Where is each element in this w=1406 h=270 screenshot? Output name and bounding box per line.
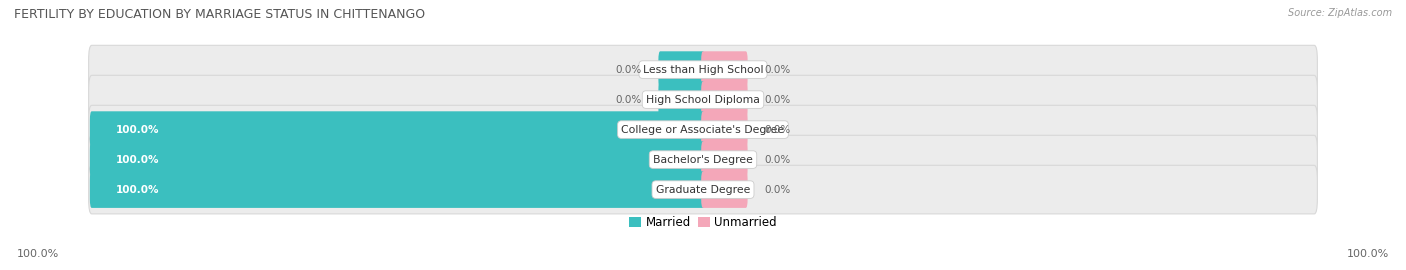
Text: 100.0%: 100.0%	[117, 185, 160, 195]
Text: 0.0%: 0.0%	[763, 124, 790, 135]
FancyBboxPatch shape	[90, 141, 704, 178]
FancyBboxPatch shape	[702, 141, 748, 178]
FancyBboxPatch shape	[90, 111, 704, 148]
FancyBboxPatch shape	[89, 105, 1317, 154]
FancyBboxPatch shape	[89, 165, 1317, 214]
Text: FERTILITY BY EDUCATION BY MARRIAGE STATUS IN CHITTENANGO: FERTILITY BY EDUCATION BY MARRIAGE STATU…	[14, 8, 425, 21]
Text: 0.0%: 0.0%	[763, 94, 790, 104]
Text: Graduate Degree: Graduate Degree	[655, 185, 751, 195]
FancyBboxPatch shape	[702, 111, 748, 148]
Text: 0.0%: 0.0%	[763, 65, 790, 75]
Text: 100.0%: 100.0%	[17, 249, 59, 259]
FancyBboxPatch shape	[89, 135, 1317, 184]
FancyBboxPatch shape	[658, 51, 704, 88]
Text: 0.0%: 0.0%	[616, 94, 643, 104]
Text: 100.0%: 100.0%	[117, 155, 160, 165]
FancyBboxPatch shape	[702, 51, 748, 88]
Text: Source: ZipAtlas.com: Source: ZipAtlas.com	[1288, 8, 1392, 18]
FancyBboxPatch shape	[90, 171, 704, 208]
FancyBboxPatch shape	[89, 45, 1317, 94]
Text: 100.0%: 100.0%	[117, 124, 160, 135]
Text: High School Diploma: High School Diploma	[647, 94, 759, 104]
Text: 0.0%: 0.0%	[763, 155, 790, 165]
Text: 100.0%: 100.0%	[1347, 249, 1389, 259]
Text: 0.0%: 0.0%	[763, 185, 790, 195]
Text: Less than High School: Less than High School	[643, 65, 763, 75]
FancyBboxPatch shape	[702, 171, 748, 208]
Text: 0.0%: 0.0%	[616, 65, 643, 75]
FancyBboxPatch shape	[89, 75, 1317, 124]
FancyBboxPatch shape	[702, 81, 748, 118]
Text: Bachelor's Degree: Bachelor's Degree	[652, 155, 754, 165]
Text: College or Associate's Degree: College or Associate's Degree	[621, 124, 785, 135]
FancyBboxPatch shape	[658, 81, 704, 118]
Legend: Married, Unmarried: Married, Unmarried	[624, 211, 782, 234]
